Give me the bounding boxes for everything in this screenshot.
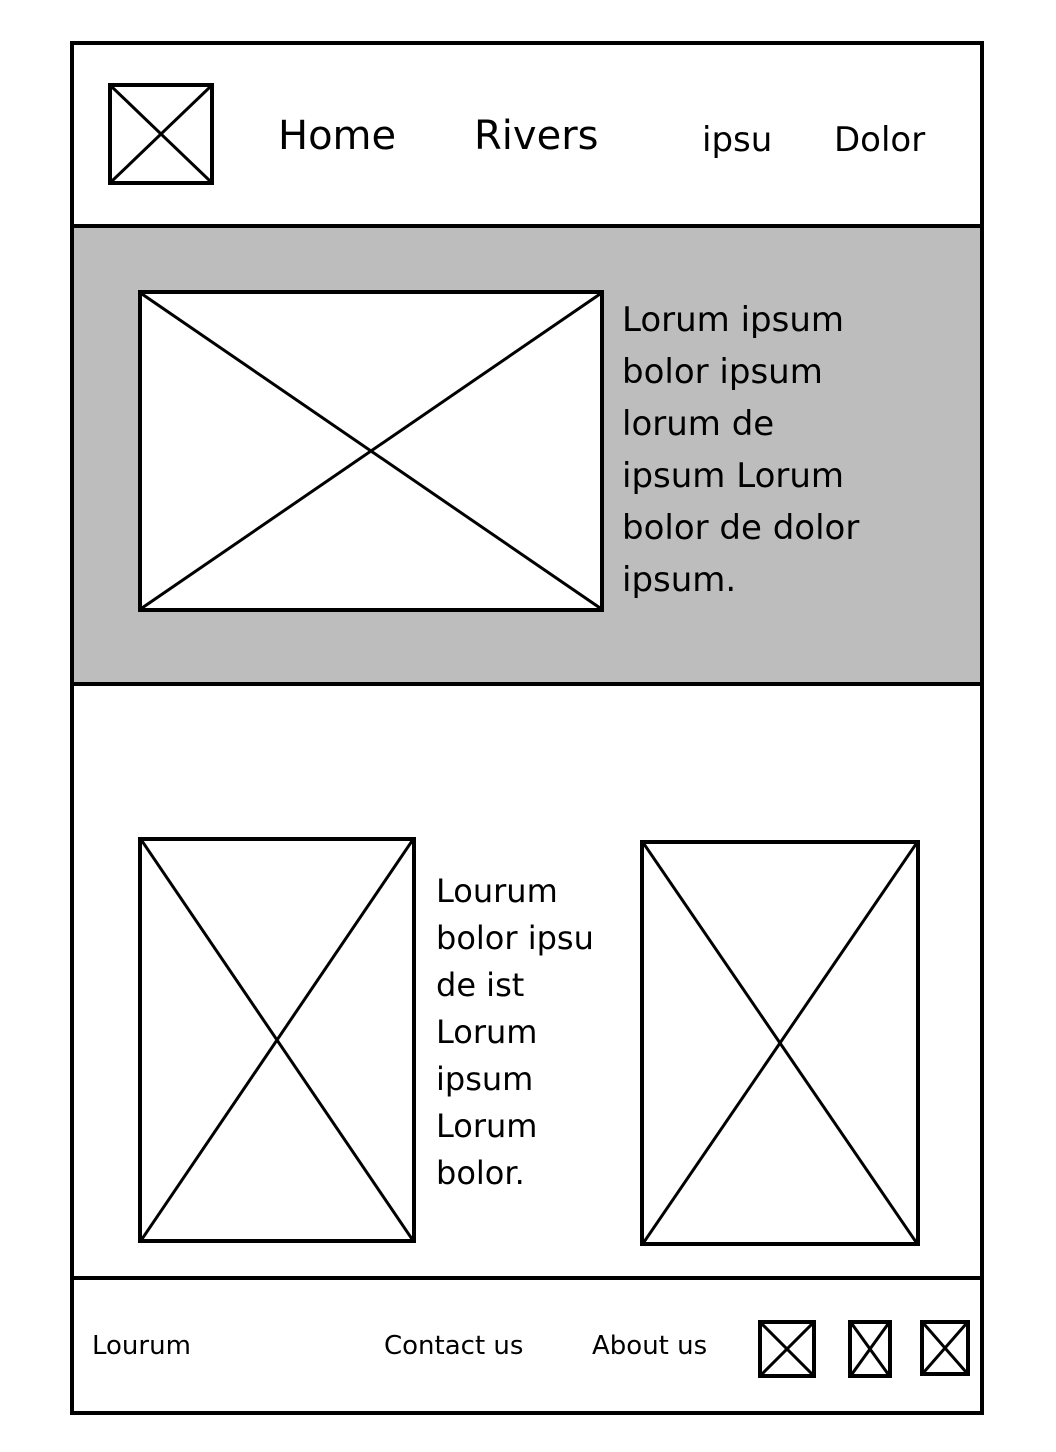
- content-section: Lourum bolor ipsu de ist Lorum ipsum Lor…: [74, 686, 980, 1276]
- page-frame: Home Rivers ipsu Dolor Lorum ipsum bolor…: [70, 41, 984, 1415]
- nav-dolor-link[interactable]: Dolor: [834, 120, 926, 160]
- hero-text: Lorum ipsum bolor ipsum lorum de ipsum L…: [622, 300, 860, 600]
- nav-rivers-link[interactable]: Rivers: [474, 113, 599, 159]
- footer-contact-link[interactable]: Contact us: [384, 1331, 524, 1361]
- hero-image-icon: [138, 290, 604, 612]
- social-icon-1[interactable]: [758, 1320, 816, 1378]
- right-image-icon: [640, 840, 920, 1246]
- hero-section: Lorum ipsum bolor ipsum lorum de ipsum L…: [74, 228, 980, 686]
- social-icon-3[interactable]: [920, 1320, 970, 1376]
- social-icon-2[interactable]: [848, 1320, 892, 1378]
- logo-image-icon[interactable]: [108, 83, 214, 185]
- nav-home-link[interactable]: Home: [278, 113, 397, 159]
- content-text: Lourum bolor ipsu de ist Lorum ipsum Lor…: [436, 872, 594, 1192]
- footer: Lourum Contact us About us: [74, 1276, 980, 1411]
- footer-about-link[interactable]: About us: [592, 1331, 708, 1361]
- header: Home Rivers ipsu Dolor: [74, 45, 980, 228]
- footer-brand: Lourum: [92, 1331, 191, 1361]
- left-image-icon: [138, 837, 416, 1243]
- nav-ipsu-link[interactable]: ipsu: [702, 120, 773, 160]
